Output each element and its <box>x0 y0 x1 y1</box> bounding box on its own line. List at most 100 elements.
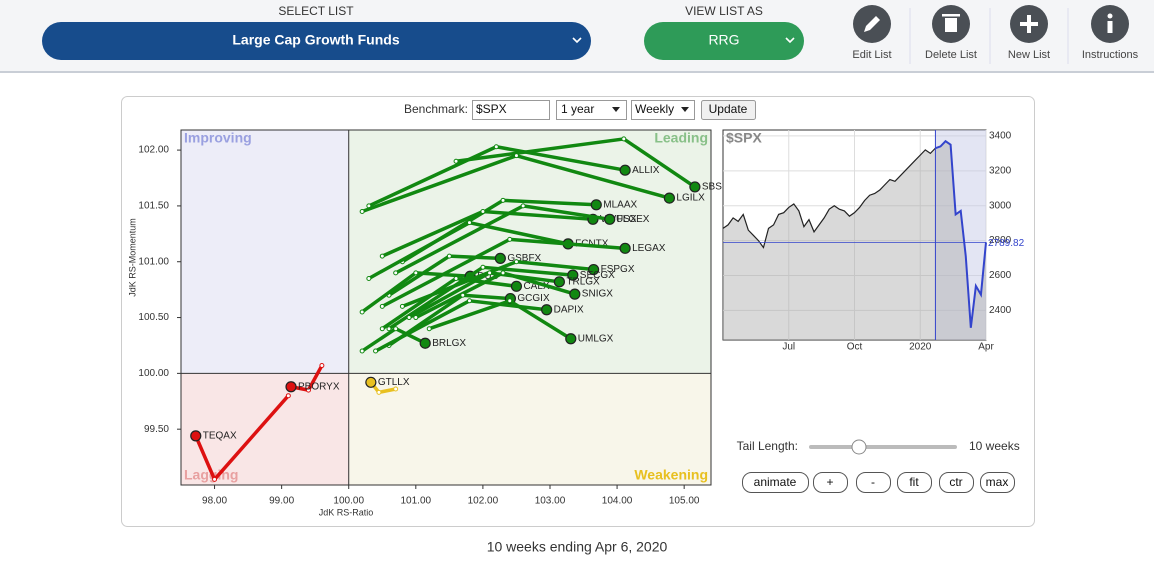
chart-button[interactable] <box>939 472 974 493</box>
tail-point <box>493 144 499 150</box>
dropdown-arrow <box>681 107 689 112</box>
y-tick-label: 2600 <box>989 270 1012 281</box>
x-tick-label: 104.00 <box>602 496 633 507</box>
plus-icon <box>1020 15 1038 33</box>
instructions-button[interactable]: Instructions <box>1082 5 1139 61</box>
y-tick-label: 100.00 <box>138 368 169 379</box>
series-label: MLAAX <box>603 199 637 210</box>
tail-point <box>376 389 382 395</box>
head-point[interactable] <box>587 263 600 276</box>
chart-button-label: animate <box>754 475 797 489</box>
tail-length: 10 weeks <box>969 439 1020 453</box>
update-label: Update <box>709 102 748 116</box>
frequency-select[interactable] <box>631 100 695 120</box>
y-tick-label: 99.50 <box>144 424 169 435</box>
chart-button-label: fit <box>909 475 919 489</box>
tail-point <box>359 208 365 214</box>
series-label: GSBFX <box>507 253 541 264</box>
head-point[interactable] <box>619 164 631 176</box>
select-list-label: SELECT LIST <box>278 4 354 18</box>
chart-button[interactable] <box>856 472 891 493</box>
tail-point <box>480 264 486 270</box>
head-point[interactable] <box>619 242 631 254</box>
y-tick-label: 100.50 <box>138 312 169 323</box>
head-point[interactable] <box>689 181 701 193</box>
head-point[interactable] <box>541 304 553 316</box>
price-title: $SPX <box>726 130 762 146</box>
series-label: DAPIX <box>554 304 584 315</box>
quadrant-label: Weakening <box>634 467 708 483</box>
tail-point <box>366 275 372 281</box>
head-point[interactable] <box>494 252 506 264</box>
chart-button-label: + <box>826 475 833 489</box>
head-point[interactable] <box>419 337 431 349</box>
x-tick-label: 98.00 <box>202 496 227 507</box>
period-select[interactable] <box>556 100 627 120</box>
info-dot <box>1107 13 1113 19</box>
series-label: DUS <box>477 271 498 282</box>
tail-point <box>426 326 432 332</box>
tail-point <box>513 259 519 265</box>
head-point[interactable] <box>510 280 523 292</box>
delete-button[interactable]: Delete List <box>925 5 977 61</box>
button-label: Instructions <box>1082 49 1139 61</box>
tail-point <box>520 203 526 209</box>
list-select[interactable] <box>42 22 591 60</box>
head-point[interactable] <box>567 269 579 281</box>
benchmark-label: Benchmark: <box>404 102 468 116</box>
head-point[interactable] <box>553 276 565 288</box>
series-label: FCNTX <box>575 239 609 250</box>
dropdown-arrow <box>612 107 620 112</box>
view-select[interactable] <box>644 22 804 60</box>
head-point[interactable] <box>663 192 676 204</box>
edit-button[interactable]: Edit List <box>852 5 892 61</box>
new-button[interactable]: New List <box>1008 5 1050 61</box>
series-label: LGILX <box>676 193 705 204</box>
x-axis-label: JdK RS-Ratio <box>319 507 374 517</box>
tail-point <box>319 363 325 369</box>
head-point[interactable] <box>569 288 581 300</box>
x-tick-label: 105.00 <box>669 496 700 507</box>
tail-point <box>393 326 399 332</box>
x-tick-label: 2020 <box>909 342 932 353</box>
chart-button[interactable] <box>980 472 1015 493</box>
tail-point <box>413 315 419 321</box>
head-point[interactable] <box>365 376 377 388</box>
head-point[interactable] <box>590 199 602 211</box>
series-label: BRLGX <box>432 338 466 349</box>
tail-point <box>513 153 519 159</box>
head-point[interactable] <box>565 333 577 345</box>
list-select-value: Large Cap Growth Funds <box>232 32 399 48</box>
button-label: New List <box>1008 49 1050 61</box>
tail-point <box>379 326 385 332</box>
tail-point <box>379 253 385 259</box>
tail-label: Tail Length: <box>737 439 798 453</box>
series-label: SBSPX <box>702 182 736 193</box>
tail-point <box>393 386 399 392</box>
plot-border <box>180 129 712 486</box>
y-tick-label: 102.00 <box>138 145 169 156</box>
x-tick-label: 103.00 <box>535 496 566 507</box>
head-point[interactable] <box>190 430 202 442</box>
x-tick-label: 100.00 <box>333 496 364 507</box>
head-point[interactable] <box>285 381 297 393</box>
update-button[interactable] <box>701 100 756 120</box>
tail-point <box>305 387 311 393</box>
pencil-icon <box>864 16 880 32</box>
tail-point <box>507 298 513 304</box>
series-label: LEGAX <box>632 243 666 254</box>
chart-button[interactable] <box>813 472 848 493</box>
trash-lid <box>942 14 960 17</box>
series-label: GTLLX <box>378 377 410 388</box>
benchmark-input[interactable] <box>472 100 550 120</box>
head-point[interactable] <box>604 213 616 225</box>
tail-point <box>285 393 291 399</box>
slider-knob[interactable] <box>851 439 867 455</box>
chart-button[interactable] <box>742 472 809 493</box>
chevron <box>785 37 795 44</box>
tail-point <box>386 326 392 332</box>
y-tick-label: 101.00 <box>138 256 169 267</box>
chart-button[interactable] <box>897 472 932 493</box>
quadrant-improving <box>181 130 349 374</box>
